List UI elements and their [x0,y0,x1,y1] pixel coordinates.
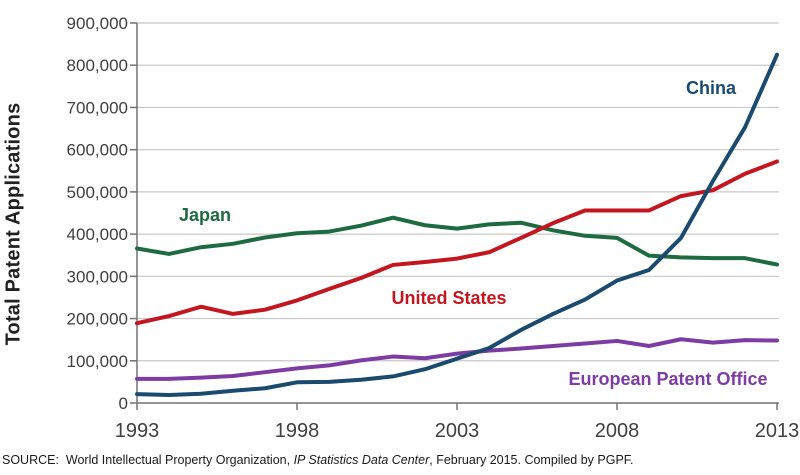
series-line-japan [135,215,779,267]
y-tick-label: 500,000 [67,183,128,202]
series-line-united-states [135,159,779,326]
series-label-united-states: United States [391,288,506,308]
series-label-european-patent-office: European Patent Office [568,369,767,389]
series-line-china [135,52,779,397]
y-tick-label: 800,000 [67,56,128,75]
x-tick-label: 2008 [595,420,640,442]
series-label-china: China [686,78,737,98]
patent-applications-line-chart: 0 100,000 200,000 300,000 400,000 500,000 600,… [67,14,800,442]
y-tick-label: 0 [119,394,128,413]
source-title-italic: IP Statistics Data Center [293,453,430,467]
x-tick-label: 1993 [115,420,160,442]
x-tick-label: 2013 [755,420,800,442]
y-tick-label: 200,000 [67,310,128,329]
y-tick-label: 300,000 [67,267,128,286]
y-tick-label: 400,000 [67,225,128,244]
series-line-european-patent-office [135,337,779,381]
y-tick-label: 700,000 [67,98,128,117]
y-tick-label: 900,000 [67,14,128,33]
y-tick-label: 100,000 [67,352,128,371]
y-tick-label: 600,000 [67,141,128,160]
x-tick-label: 2003 [435,420,480,442]
source-note: SOURCE: World Intellectual Property Orga… [2,453,798,467]
series-label-japan: Japan [179,205,231,225]
source-suffix: , February 2015. Compiled by PGPF. [429,453,634,467]
x-tick-label: 1998 [275,420,320,442]
source-prefix: SOURCE: World Intellectual Property Orga… [2,453,294,467]
